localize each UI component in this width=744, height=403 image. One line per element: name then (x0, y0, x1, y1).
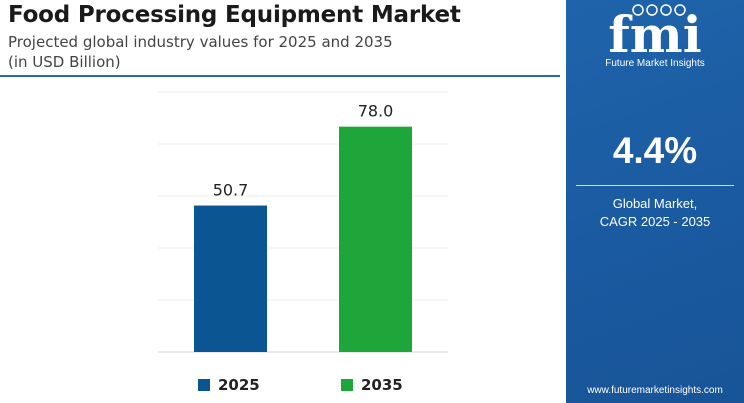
bar-2025 (194, 205, 267, 352)
legend-label-2025: 2025 (218, 376, 260, 394)
legend-swatch-2035 (341, 379, 353, 391)
legend-swatch-2025 (198, 379, 210, 391)
logo-dot-icon (646, 4, 658, 16)
cagr-label: Global Market, (612, 196, 698, 211)
sidebar-panel: fmi Future Market Insights 4.4% Global M… (566, 0, 744, 403)
sidebar-divider (576, 185, 734, 186)
legend-item-2035: 2035 (341, 376, 403, 394)
chart-title: Food Processing Equipment Market (8, 2, 461, 28)
data-label-2035: 78.0 (358, 102, 394, 121)
legend-item-2025: 2025 (198, 376, 260, 394)
header-divider (0, 75, 560, 77)
chart-unit-label: (in USD Billion) (8, 53, 121, 71)
logo-dot-icon (674, 4, 686, 16)
logo-dot-icon (660, 4, 672, 16)
website-link[interactable]: www.futuremarketinsights.com (587, 385, 723, 396)
logo-subtitle: Future Market Insights (605, 58, 705, 69)
cagr-value: 4.4% (612, 130, 698, 171)
fmi-logo: fmi (608, 4, 702, 60)
legend-label-2035: 2035 (361, 376, 403, 394)
bars: 50.7 78.0 (194, 102, 412, 352)
chart-subtitle: Projected global industry values for 202… (8, 33, 393, 51)
bar-chart: 50.7 78.0 (158, 91, 448, 353)
logo-dot-icon (632, 4, 644, 16)
data-label-2025: 50.7 (213, 181, 249, 200)
bar-2035 (339, 126, 412, 352)
cagr-period: CAGR 2025 - 2035 (599, 214, 711, 229)
